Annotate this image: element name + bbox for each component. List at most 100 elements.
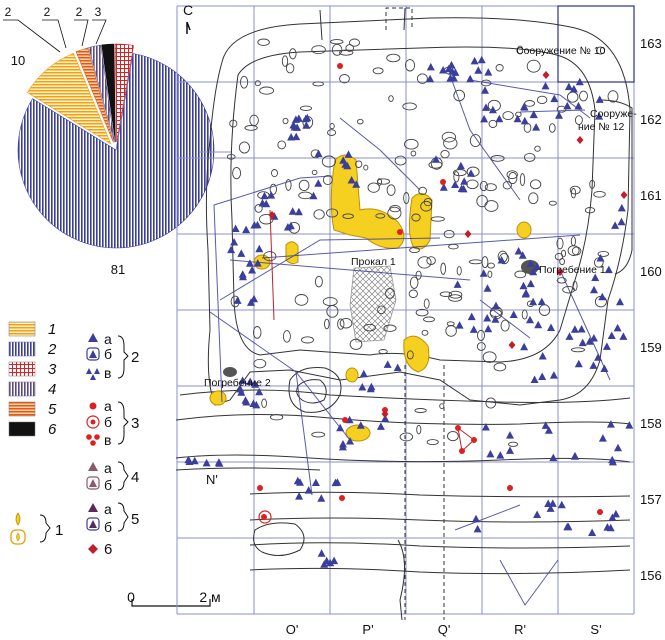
- legend-symbols-4: а б 4: [86, 460, 139, 493]
- flint-triangle: [577, 325, 586, 333]
- structure-12-label-a: Сооруже-: [590, 108, 637, 120]
- flint-triangle: [251, 380, 260, 388]
- flint-triangle: [214, 458, 223, 466]
- flint-triangle: [617, 203, 626, 212]
- row-label-157: 157: [640, 492, 662, 507]
- flint-triangle: [292, 132, 301, 141]
- flint-triangle: [467, 312, 476, 321]
- stone: [534, 145, 541, 152]
- stone: [508, 441, 519, 447]
- pie-chart: [17, 43, 215, 249]
- flint-artifacts: [184, 55, 634, 568]
- stone: [584, 207, 596, 214]
- flint-triangle: [317, 494, 326, 502]
- flint-triangle: [600, 364, 609, 372]
- stone: [443, 137, 458, 150]
- stone: [480, 79, 492, 87]
- stone: [521, 309, 528, 320]
- svg-text:б: б: [104, 346, 112, 362]
- flint-triangle: [625, 421, 634, 429]
- column-label-3: R': [514, 622, 526, 637]
- flint-triangle: [376, 422, 385, 430]
- stone: [313, 209, 325, 220]
- svg-text:3: 3: [131, 415, 139, 432]
- flint-triangle: [366, 384, 375, 393]
- flint-triangle: [520, 116, 529, 125]
- flint-triangle: [311, 478, 320, 486]
- site-plan: 163 162 161 160 159 158 157 156 O' P' Q' R' S' Соор…: [175, 2, 662, 637]
- flint-triangle: [509, 310, 518, 318]
- stone: [355, 160, 363, 168]
- flint-triangle: [359, 369, 368, 378]
- flint-triangle: [470, 56, 479, 65]
- pie-slice-2: [17, 53, 215, 249]
- stone: [519, 173, 526, 187]
- stone: [502, 181, 512, 190]
- stone: [593, 190, 606, 198]
- flint-triangle: [432, 155, 440, 163]
- stone: [312, 81, 324, 87]
- legend-diamond: 6: [88, 541, 112, 558]
- blue-triangle-icon: [88, 333, 98, 342]
- flint-triangle: [521, 290, 530, 298]
- stone: [229, 119, 238, 128]
- stone: [409, 247, 420, 254]
- svg-text:а: а: [104, 398, 112, 414]
- stone: [495, 64, 504, 72]
- stone: [487, 270, 493, 278]
- flint-triangle: [607, 331, 616, 339]
- flint-triangle: [294, 207, 303, 216]
- flint-triangle: [541, 421, 550, 429]
- stone: [269, 183, 277, 195]
- stone: [285, 63, 295, 74]
- legend-swatch-label-2: 2: [47, 341, 57, 358]
- stone: [339, 74, 350, 84]
- flint-triangle: [569, 84, 578, 93]
- pie-label-2b: 2: [44, 5, 51, 19]
- flint-triangle: [238, 376, 247, 384]
- flint-triangle: [537, 297, 546, 306]
- stone: [363, 323, 376, 332]
- stone: [314, 275, 323, 288]
- flint-triangle: [320, 560, 329, 568]
- stone: [500, 319, 510, 332]
- stone: [426, 439, 439, 446]
- flint-triangle: [497, 256, 506, 264]
- flint-triangle: [381, 414, 390, 422]
- flint-triangle: [547, 323, 555, 331]
- stone: [282, 117, 289, 125]
- flint-triangle: [426, 74, 435, 83]
- legend-swatch-label-1: 1: [48, 321, 56, 338]
- flint-triangle: [538, 352, 547, 360]
- flint-triangle: [481, 86, 489, 94]
- legend-swatch-1: [8, 321, 36, 337]
- stone: [238, 141, 250, 154]
- stone: [517, 45, 524, 55]
- legend-swatch-label-4: 4: [48, 381, 56, 398]
- svg-text:б: б: [104, 477, 112, 493]
- bone-dot: [459, 448, 465, 454]
- stone: [252, 326, 262, 339]
- stone: [342, 213, 354, 219]
- stone: [418, 186, 427, 196]
- flint-triangle: [344, 150, 353, 158]
- flint-triangle: [616, 297, 624, 306]
- row-label-156: 156: [640, 568, 662, 583]
- stone: [570, 347, 586, 353]
- stone: [301, 336, 314, 344]
- flint-triangle: [533, 262, 542, 270]
- stone: [562, 285, 575, 294]
- stone: [453, 89, 466, 102]
- stone: [254, 204, 263, 213]
- flint-triangle: [513, 114, 522, 123]
- flint-triangle: [255, 387, 264, 396]
- flint-triangle: [491, 315, 500, 323]
- bone-dot: [397, 229, 403, 235]
- flint-triangle: [619, 332, 628, 340]
- stone: [321, 155, 336, 168]
- flint-triangle: [455, 321, 464, 329]
- stone: [375, 213, 386, 219]
- flint-triangle: [453, 280, 462, 288]
- stone: [324, 318, 330, 330]
- stone: [523, 122, 532, 133]
